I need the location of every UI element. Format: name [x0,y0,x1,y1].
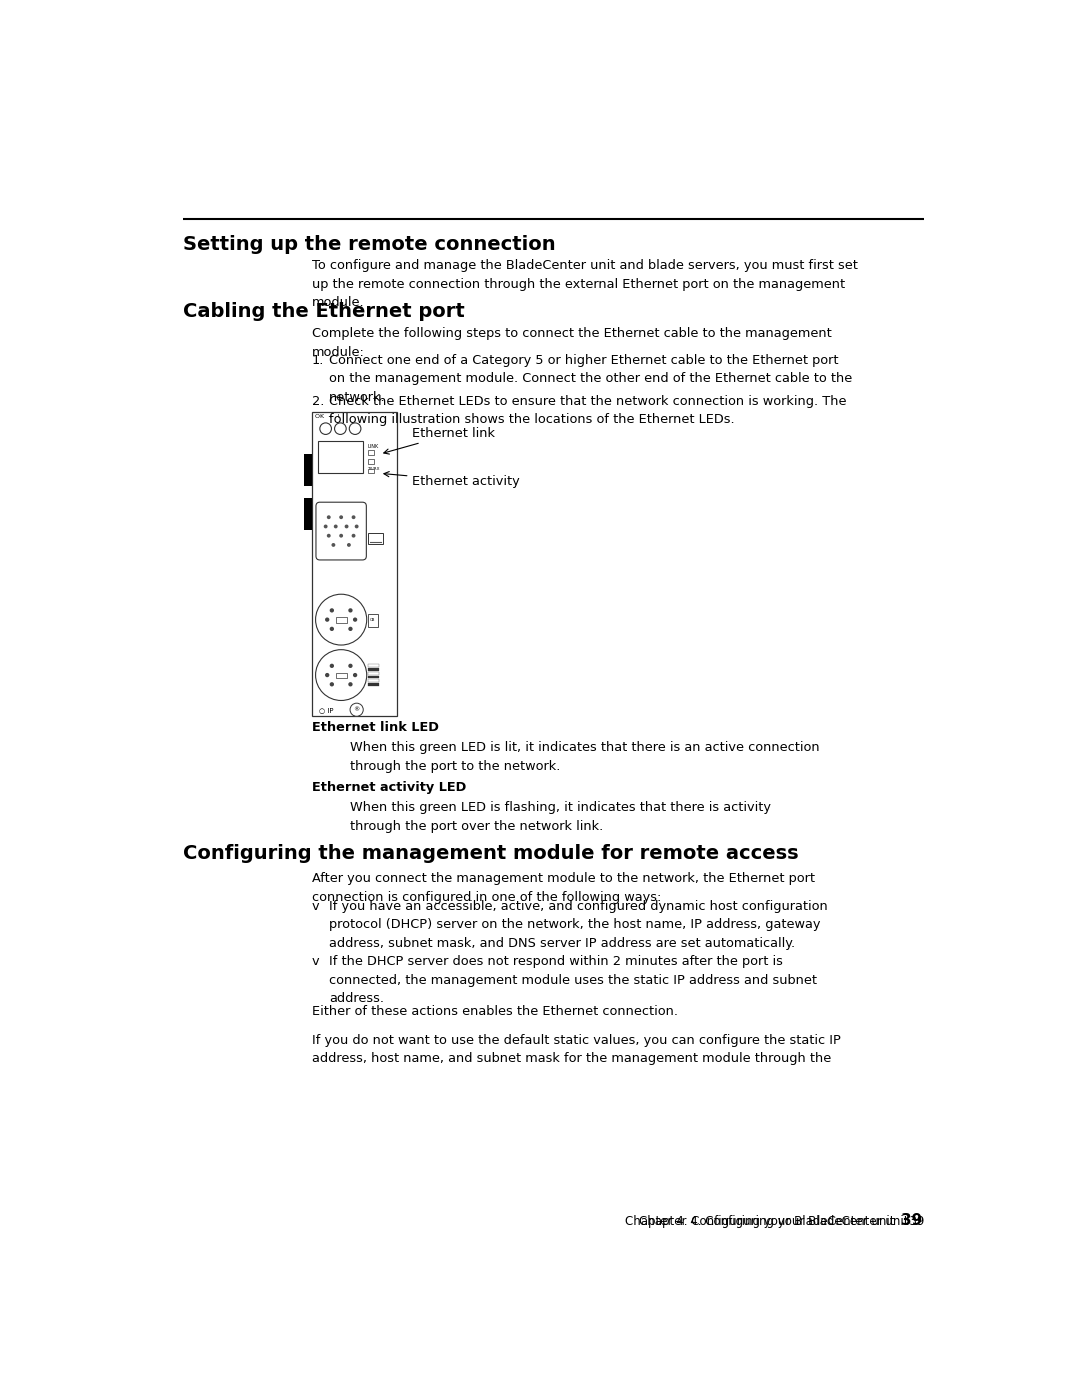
Text: Chapter 4. Configuring your BladeCenter unit: Chapter 4. Configuring your BladeCenter … [639,1215,924,1228]
Text: CB: CB [369,617,375,622]
Text: Complete the following steps to connect the Ethernet cable to the management
mod: Complete the following steps to connect … [312,327,832,359]
Text: Check the Ethernet LEDs to ensure that the network connection is working. The
fo: Check the Ethernet LEDs to ensure that t… [328,395,847,426]
Text: Configuring the management module for remote access: Configuring the management module for re… [183,844,799,863]
Circle shape [353,617,357,622]
Circle shape [327,515,330,520]
Text: When this green LED is lit, it indicates that there is an active connection
thro: When this green LED is lit, it indicates… [350,742,820,773]
Text: Chapter 4. Configuring your BladeCenter unit    39: Chapter 4. Configuring your BladeCenter … [624,1215,924,1228]
Text: 1.: 1. [312,353,324,367]
Bar [368,679,379,682]
Circle shape [315,650,367,700]
Text: If you do not want to use the default static values, you can configure the stati: If you do not want to use the default st… [312,1034,840,1066]
Text: v: v [312,956,320,968]
Text: 2.: 2. [312,395,324,408]
Bar [367,460,375,464]
Text: Ethernet activity: Ethernet activity [383,472,521,488]
Text: Ethernet link: Ethernet link [383,427,496,454]
Circle shape [315,594,367,645]
FancyBboxPatch shape [316,502,366,560]
Text: Setting up the remote connection: Setting up the remote connection [183,235,556,254]
Bar [367,615,378,627]
Circle shape [348,608,352,612]
Circle shape [334,524,338,528]
Text: When this green LED is flashing, it indicates that there is activity
through the: When this green LED is flashing, it indi… [350,802,771,833]
Text: If the DHCP server does not respond within 2 minutes after the port is
connected: If the DHCP server does not respond with… [328,956,816,1006]
Bar [312,412,397,715]
Circle shape [354,524,359,528]
Bar [368,665,379,668]
Circle shape [324,524,327,528]
Circle shape [335,423,347,434]
Circle shape [353,673,357,678]
Bar [367,469,375,474]
Text: Either of these actions enables the Ethernet connection.: Either of these actions enables the Ethe… [312,1004,678,1017]
Text: If you have an accessible, active, and configured dynamic host configuration
pro: If you have an accessible, active, and c… [328,900,827,950]
Text: TX/RX: TX/RX [367,467,380,471]
Bar [368,683,379,686]
Text: Connect one end of a Category 5 or higher Ethernet cable to the Ethernet port
on: Connect one end of a Category 5 or highe… [328,353,852,404]
Text: To configure and manage the BladeCenter unit and blade servers, you must first s: To configure and manage the BladeCenter … [312,260,858,309]
Circle shape [345,524,349,528]
Circle shape [325,617,329,622]
Text: Ethernet link LED: Ethernet link LED [312,721,438,735]
Circle shape [339,534,343,538]
Circle shape [329,627,334,631]
Bar [303,497,312,531]
Text: ○ IP: ○ IP [320,707,334,712]
Circle shape [320,423,332,434]
Text: OK  +  !: OK + ! [314,415,340,419]
Text: 39: 39 [901,1213,922,1228]
Circle shape [329,608,334,612]
Bar [318,441,363,474]
Bar [368,672,379,675]
Circle shape [329,682,334,686]
Bar [367,534,383,545]
Circle shape [339,515,343,520]
Text: v: v [312,900,320,912]
Bar [367,450,375,455]
Text: After you connect the management module to the network, the Ethernet port
connec: After you connect the management module … [312,872,814,904]
Circle shape [352,534,355,538]
Circle shape [349,423,361,434]
Bar [336,617,347,623]
Circle shape [350,703,363,717]
Circle shape [347,543,351,546]
Circle shape [348,627,352,631]
Bar [336,673,347,678]
Bar [303,454,312,486]
Circle shape [332,543,335,546]
Text: ®: ® [353,707,360,712]
Circle shape [348,682,352,686]
Circle shape [327,534,330,538]
Bar [368,676,379,679]
Circle shape [348,664,352,668]
Circle shape [352,515,355,520]
Text: Cabling the Ethernet port: Cabling the Ethernet port [183,302,464,321]
Circle shape [325,673,329,678]
Text: LINK: LINK [367,444,379,448]
Bar [368,668,379,671]
Text: Ethernet activity LED: Ethernet activity LED [312,781,465,795]
Circle shape [329,664,334,668]
